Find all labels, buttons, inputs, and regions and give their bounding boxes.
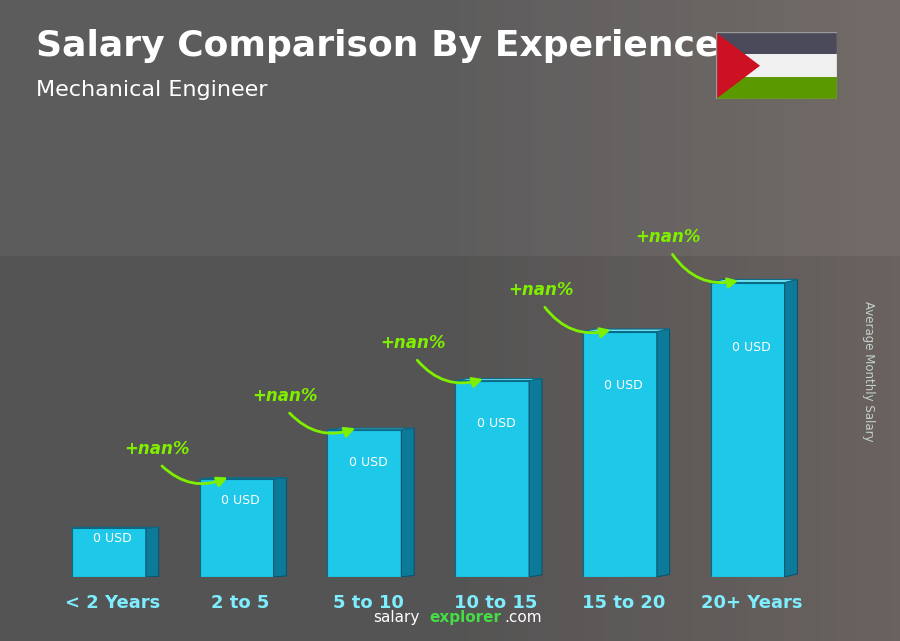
Text: .com: .com <box>504 610 542 625</box>
Text: 2 to 5: 2 to 5 <box>212 594 270 612</box>
Text: +nan%: +nan% <box>635 228 701 246</box>
Text: explorer: explorer <box>429 610 501 625</box>
Polygon shape <box>785 279 797 577</box>
Text: +nan%: +nan% <box>508 281 573 299</box>
Text: 0 USD: 0 USD <box>732 341 770 354</box>
Polygon shape <box>710 279 797 283</box>
Polygon shape <box>200 479 274 577</box>
Polygon shape <box>200 478 286 479</box>
Text: +nan%: +nan% <box>125 440 190 458</box>
Polygon shape <box>583 329 670 331</box>
Polygon shape <box>328 428 414 429</box>
Polygon shape <box>716 32 760 99</box>
Bar <box>716 32 837 54</box>
Polygon shape <box>657 329 670 577</box>
Polygon shape <box>710 283 785 577</box>
Text: 0 USD: 0 USD <box>221 494 260 507</box>
Text: Mechanical Engineer: Mechanical Engineer <box>36 80 267 100</box>
Polygon shape <box>401 428 414 577</box>
Text: salary: salary <box>374 610 420 625</box>
Text: Salary Comparison By Experience: Salary Comparison By Experience <box>36 29 719 63</box>
Text: 15 to 20: 15 to 20 <box>582 594 665 612</box>
Text: +nan%: +nan% <box>380 334 446 352</box>
Text: 0 USD: 0 USD <box>94 532 132 545</box>
Text: 0 USD: 0 USD <box>349 456 388 469</box>
Polygon shape <box>328 429 401 577</box>
Text: < 2 Years: < 2 Years <box>65 594 160 612</box>
Polygon shape <box>529 379 542 577</box>
Text: +nan%: +nan% <box>252 387 318 404</box>
Bar <box>716 54 837 77</box>
Text: 0 USD: 0 USD <box>604 379 643 392</box>
Polygon shape <box>72 528 146 577</box>
Polygon shape <box>455 379 542 381</box>
Polygon shape <box>583 331 657 577</box>
Text: Average Monthly Salary: Average Monthly Salary <box>862 301 875 442</box>
Text: 5 to 10: 5 to 10 <box>333 594 403 612</box>
Polygon shape <box>455 381 529 577</box>
Bar <box>716 77 837 99</box>
Polygon shape <box>274 478 286 577</box>
Text: 10 to 15: 10 to 15 <box>454 594 537 612</box>
Polygon shape <box>146 528 158 577</box>
Text: 0 USD: 0 USD <box>477 417 516 430</box>
Text: 20+ Years: 20+ Years <box>701 594 802 612</box>
